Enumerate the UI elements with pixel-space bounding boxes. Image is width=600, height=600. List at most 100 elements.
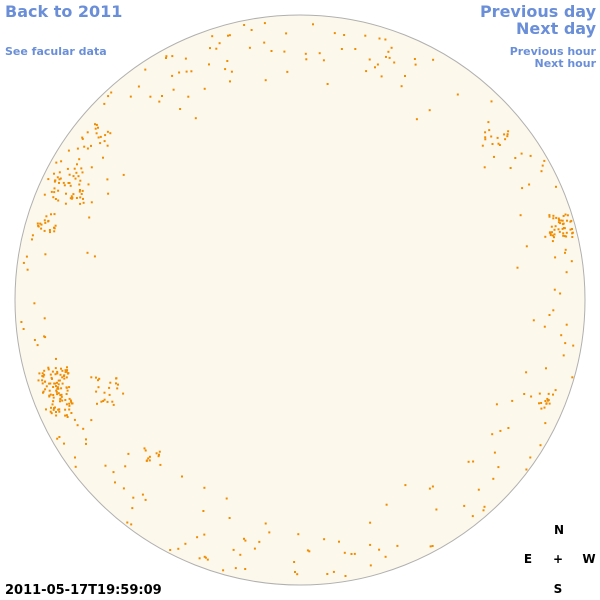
- spot: [482, 509, 485, 512]
- spot: [491, 433, 494, 436]
- spot: [564, 213, 567, 216]
- spot: [548, 215, 551, 218]
- spot: [88, 216, 91, 219]
- spot: [378, 37, 381, 40]
- spot: [95, 390, 98, 393]
- spot: [109, 381, 112, 384]
- spot: [69, 197, 72, 200]
- spot: [86, 131, 89, 134]
- spot: [264, 522, 267, 525]
- spot: [553, 288, 556, 291]
- spot: [431, 545, 434, 547]
- next-hour-link[interactable]: Next hour: [534, 57, 597, 70]
- spot: [104, 134, 107, 137]
- spot: [143, 447, 146, 450]
- spot: [218, 42, 221, 45]
- spot: [477, 488, 480, 491]
- spot: [85, 438, 87, 441]
- spot: [541, 164, 544, 167]
- spot: [493, 155, 495, 158]
- spot: [471, 515, 474, 518]
- spot: [343, 34, 346, 36]
- spot: [82, 201, 85, 204]
- spot: [96, 402, 98, 405]
- spot: [51, 377, 53, 380]
- spot: [141, 493, 144, 496]
- spot: [94, 127, 97, 130]
- facular-data-link[interactable]: See facular data: [5, 45, 107, 58]
- spot: [137, 85, 140, 88]
- spot: [484, 138, 487, 141]
- spot: [109, 132, 112, 135]
- spot: [36, 222, 39, 225]
- spot: [413, 58, 416, 60]
- spot: [53, 191, 56, 194]
- spot: [369, 564, 372, 567]
- spot: [90, 419, 93, 422]
- spot: [184, 57, 187, 60]
- next-day-link[interactable]: Next day: [516, 19, 596, 38]
- spot: [43, 219, 46, 222]
- spot: [49, 231, 51, 234]
- spot: [565, 271, 568, 274]
- spot: [41, 382, 44, 385]
- spot: [104, 464, 107, 467]
- spot: [490, 135, 493, 138]
- spot: [49, 410, 52, 413]
- spot: [81, 171, 84, 174]
- spot: [49, 373, 52, 376]
- spot: [37, 224, 40, 227]
- spot: [304, 52, 307, 55]
- spot: [554, 389, 557, 392]
- spot: [54, 224, 57, 227]
- spot: [71, 196, 74, 199]
- spot: [503, 133, 506, 136]
- spot: [385, 503, 388, 506]
- previous-hour-link[interactable]: Previous hour: [509, 45, 596, 58]
- spot: [60, 160, 63, 163]
- spot: [368, 58, 371, 61]
- spot: [306, 549, 309, 552]
- spot: [63, 374, 66, 377]
- spot: [47, 178, 50, 181]
- spot: [58, 181, 60, 184]
- spot: [198, 557, 201, 560]
- spot: [551, 240, 554, 243]
- spot: [31, 234, 34, 237]
- spot: [72, 193, 75, 196]
- spot: [529, 456, 532, 459]
- spot: [571, 228, 573, 230]
- spot: [52, 394, 55, 396]
- spot: [181, 475, 183, 478]
- spot: [57, 199, 60, 202]
- spot: [571, 236, 574, 238]
- spot: [555, 185, 557, 188]
- spot: [66, 366, 68, 369]
- spot: [43, 369, 46, 372]
- spot: [393, 61, 396, 64]
- spot: [551, 234, 554, 237]
- spot: [90, 201, 93, 204]
- spot: [225, 497, 228, 500]
- spot: [144, 68, 147, 71]
- spot: [243, 24, 246, 26]
- back-link[interactable]: Back to 2011: [5, 2, 123, 21]
- spot: [74, 177, 77, 180]
- spot: [564, 248, 567, 251]
- spot: [73, 167, 76, 170]
- spot: [244, 539, 247, 542]
- spot: [570, 260, 573, 263]
- spot: [65, 403, 68, 406]
- spot: [61, 399, 64, 402]
- spot: [234, 567, 237, 570]
- spot: [43, 193, 46, 196]
- spot: [509, 167, 512, 169]
- spot: [569, 228, 572, 231]
- previous-day-link[interactable]: Previous day: [479, 2, 596, 21]
- spot: [190, 70, 193, 73]
- spot: [540, 170, 543, 173]
- spot: [97, 386, 100, 389]
- spot: [107, 192, 110, 195]
- spot: [264, 79, 267, 82]
